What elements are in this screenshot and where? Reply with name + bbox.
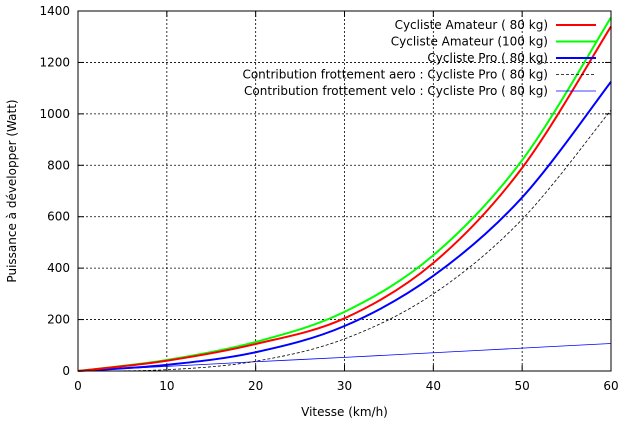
x-tick-label: 30 [337,379,352,393]
legend-label-3: Cycliste Pro ( 80 kg) [427,51,548,65]
series-layer [77,16,612,372]
legend-label-5: Contribution frottement velo : Cycliste … [244,84,548,98]
y-tick-label: 0 [62,364,70,378]
x-tick-label: 40 [426,379,441,393]
y-tick-label: 800 [47,158,70,172]
x-axis-label: Vitesse (km/h) [301,405,388,419]
y-tick-label: 1400 [39,4,70,18]
y-tick-label: 200 [47,313,70,327]
x-tick-label: 20 [248,379,263,393]
x-tick-label: 0 [74,379,82,393]
legend: Cycliste Amateur ( 80 kg) Cycliste Amateu… [242,18,596,98]
series-line-3 [77,81,612,372]
x-tick-label: 60 [603,379,618,393]
grid [78,11,611,371]
x-tick-label: 50 [515,379,530,393]
legend-label-2: Cycliste Amateur (100 kg) [391,35,548,49]
y-tick-label: 600 [47,210,70,224]
legend-label-1: Cycliste Amateur ( 80 kg) [395,18,548,32]
y-tick-label: 400 [47,261,70,275]
series-line-1 [77,25,612,372]
x-tick-label: 10 [159,379,174,393]
legend-label-4: Contribution frottement aero : Cycliste … [242,68,548,82]
y-tick-label: 1200 [39,55,70,69]
y-axis-label: Puissance à développer (Watt) [5,99,19,282]
y-tick-label: 1000 [39,107,70,121]
